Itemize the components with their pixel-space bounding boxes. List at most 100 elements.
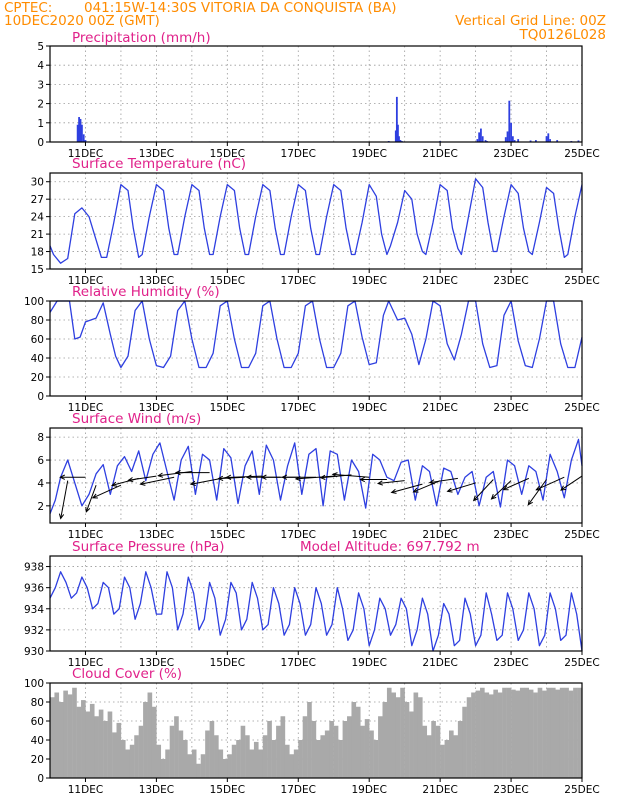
wind-arrow-head	[502, 485, 509, 491]
cloud-bar	[236, 740, 241, 778]
cloud-bar	[502, 687, 507, 778]
x-tick-label: 21DEC	[422, 402, 457, 414]
cloud-bar	[298, 740, 303, 778]
cloud-bar	[302, 716, 308, 778]
cloud-bar	[54, 692, 60, 778]
wind-arrow-head	[390, 488, 397, 494]
x-tick-label: 21DEC	[422, 784, 457, 796]
cloud-bar	[564, 687, 569, 778]
precip-bar	[76, 124, 79, 142]
x-tick-label: 13DEC	[139, 784, 174, 796]
x-tick-label: 17DEC	[281, 148, 316, 160]
x-tick-label: 19DEC	[351, 784, 386, 796]
wind-frame	[49, 427, 583, 524]
wind-arrow	[378, 480, 405, 484]
precip-bar	[481, 136, 484, 142]
cloud-bar	[174, 716, 179, 778]
cloud-bar	[555, 689, 561, 778]
cloud-bar	[480, 687, 485, 778]
precip-bar	[480, 128, 482, 142]
x-tick-label: 25DEC	[564, 529, 599, 541]
y-tick-label: 934	[24, 604, 44, 616]
precip-bar	[398, 136, 400, 142]
precip-bar	[84, 140, 87, 142]
precip-bar	[82, 134, 85, 142]
cloud-bar	[333, 725, 339, 778]
x-tick-label: 21DEC	[422, 275, 457, 287]
wind-panel: 2 4 6 8 11DEC 13DEC 15DEC 17DEC 19DEC 21DEC 23DEC 2…	[37, 411, 599, 541]
y-tick-label: 20	[31, 754, 44, 766]
y-tick-label: 932	[24, 625, 44, 637]
cloud-bar	[267, 721, 272, 778]
wind-arrow	[140, 476, 175, 485]
y-tick-label: 40	[31, 735, 44, 747]
cloud-bar	[395, 697, 401, 778]
x-tick-label: 23DEC	[493, 148, 528, 160]
precip-bar	[517, 139, 520, 142]
cloud-bar	[138, 725, 144, 778]
cloud-bar	[373, 740, 379, 778]
cloud-bar	[253, 741, 259, 778]
cloud-bar	[81, 700, 86, 778]
x-tick-label: 23DEC	[493, 402, 528, 414]
wind-arrow-head	[294, 475, 301, 482]
cloud-bar	[120, 740, 126, 778]
wind-arrow	[60, 480, 69, 519]
x-tick-label: 15DEC	[210, 784, 245, 796]
cloud-bar	[440, 744, 445, 778]
cloud_cover-panel: 0 20 40 60 80 100 11DEC 13DEC 15DEC 17DEC 19DEC 21D…	[24, 666, 600, 796]
cloud_cover-title: Cloud Cover (%)	[72, 666, 182, 682]
cloud-bar	[431, 721, 436, 778]
y-tick-label: 2	[37, 99, 44, 111]
x-tick-label: 17DEC	[281, 784, 316, 796]
x-tick-label: 11DEC	[68, 402, 103, 414]
panels: 0 1 2 3 4 5 11DEC 13DEC 15DEC 17DEC 19DEC 21DEC 23DE…	[24, 30, 600, 796]
precip-bar	[484, 140, 487, 142]
wind-arrow	[503, 477, 530, 491]
x-tick-label: 11DEC	[68, 148, 103, 160]
x-tick-label: 25DEC	[564, 275, 599, 287]
cloud-bar	[191, 749, 197, 778]
cloud-bar	[151, 706, 157, 778]
wind-arrow	[85, 485, 97, 513]
cloud-bar	[262, 735, 268, 778]
cloud-bar	[422, 725, 428, 778]
cloud-bar	[573, 687, 578, 778]
cloud-bar	[386, 687, 392, 778]
cloud-bar	[511, 689, 516, 778]
wind-arrow-head	[527, 499, 533, 506]
cloud-bar	[249, 749, 255, 778]
cloud-bar	[466, 697, 472, 778]
cloud-bar	[391, 692, 396, 778]
y-tick-label: 30	[31, 177, 44, 189]
y-tick-label: 936	[24, 583, 44, 595]
cloud-bar	[475, 690, 481, 778]
cloud-bar	[417, 697, 423, 778]
header-grid-note: Vertical Grid Line: 00Z	[455, 13, 606, 29]
wind-arrow-head	[490, 494, 497, 500]
precip-bar	[529, 140, 532, 142]
x-tick-label: 13DEC	[139, 529, 174, 541]
cloud-bar	[205, 730, 210, 778]
precip-bar	[395, 96, 398, 142]
cloud-bar	[94, 716, 99, 778]
cloud-bar	[311, 721, 317, 778]
cloud-bar	[550, 687, 556, 778]
precip-bar	[508, 100, 511, 142]
wind-arrow	[226, 475, 263, 478]
precip-bar	[534, 140, 537, 142]
cloud-bar	[214, 735, 219, 778]
wind-arrow	[473, 479, 494, 501]
cloud-bar	[515, 690, 521, 778]
y-tick-label: 20	[31, 372, 44, 384]
cloud-bar	[125, 749, 130, 778]
pressure-panel: 930 932 934 936 938 11DEC 13DEC 15DEC 17DEC 19DEC…	[24, 539, 600, 669]
header-source: CPTEC:	[4, 0, 52, 16]
cloud-bar	[258, 749, 263, 778]
y-tick-label: 8	[37, 432, 44, 444]
cloud-bar	[276, 725, 281, 778]
cloud-bar	[471, 692, 476, 778]
cloud-bar	[245, 735, 250, 778]
x-tick-label: 11DEC	[68, 529, 103, 541]
